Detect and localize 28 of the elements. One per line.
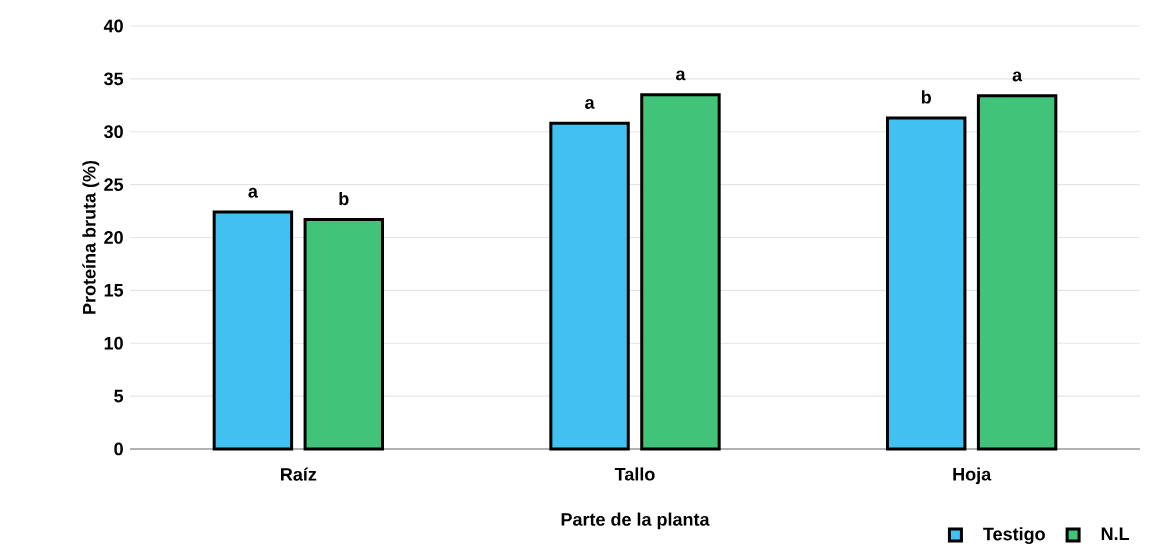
- data-label: a: [585, 99, 595, 109]
- bar: [976, 94, 1058, 451]
- data-label: b: [921, 90, 931, 104]
- data-label: b: [339, 191, 349, 206]
- legend-label: N.L: [1101, 527, 1130, 540]
- data-label: a: [675, 70, 686, 81]
- y-tick-label: 20: [104, 231, 123, 244]
- y-tick-label: 0: [114, 442, 123, 456]
- y-tick-label: 5: [114, 389, 124, 403]
- x-tick-label: Hoja: [953, 467, 992, 485]
- y-tick-label: 25: [104, 178, 124, 191]
- bar: [549, 121, 630, 451]
- y-tick-label: 40: [103, 19, 123, 33]
- bar: [886, 116, 967, 451]
- y-tick-label: 10: [104, 336, 123, 350]
- data-label: a: [248, 187, 259, 198]
- bar: [212, 210, 294, 451]
- x-axis-title: Parte de la planta: [561, 512, 710, 530]
- x-tick-label: Raíz: [281, 467, 317, 481]
- x-tick-label: Tallo: [614, 467, 655, 481]
- y-axis-title: Proteína bruta (%): [82, 160, 100, 314]
- y-tick-label: 15: [104, 284, 124, 297]
- y-tick-label: 35: [104, 72, 124, 86]
- bar: [640, 93, 721, 451]
- y-tick-label: 30: [104, 125, 123, 139]
- data-label: a: [1012, 71, 1023, 82]
- bar: [303, 218, 384, 451]
- legend-label: Testigo: [983, 527, 1045, 545]
